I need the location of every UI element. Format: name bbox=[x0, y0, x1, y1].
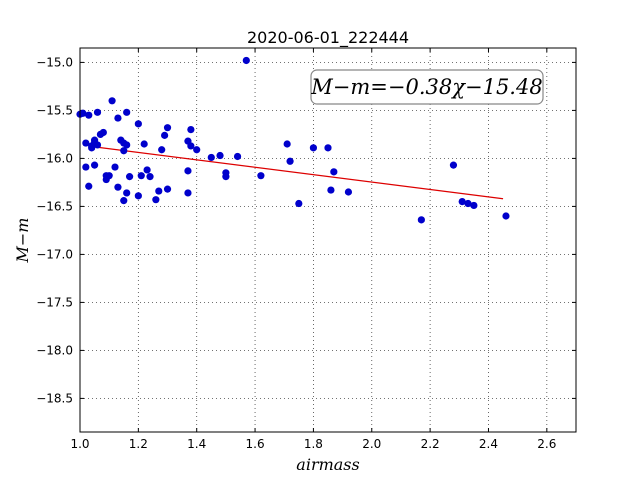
data-point bbox=[82, 163, 90, 171]
grid bbox=[80, 48, 576, 432]
y-tick-label: −15.5 bbox=[36, 103, 73, 117]
x-tick-label: 1.4 bbox=[187, 437, 206, 451]
data-point bbox=[187, 142, 195, 150]
plot-area bbox=[80, 48, 576, 432]
data-point bbox=[417, 216, 425, 224]
data-point bbox=[82, 139, 90, 147]
data-point bbox=[283, 140, 291, 148]
y-tick-label: −16.5 bbox=[36, 199, 73, 213]
x-tick-label: 1.2 bbox=[129, 437, 148, 451]
data-point bbox=[309, 144, 318, 152]
data-point bbox=[93, 141, 102, 149]
data-point bbox=[286, 157, 294, 165]
data-point bbox=[93, 108, 102, 116]
data-point bbox=[120, 147, 128, 155]
x-tick-label: 1.6 bbox=[246, 437, 265, 451]
data-point bbox=[158, 146, 166, 154]
data-point bbox=[134, 120, 142, 128]
tick-labels: 1.0 1.2 1.4 1.6 1.8 2.0 2.2 2.4 2.6 −15.0 −15.5 −16… bbox=[36, 55, 556, 451]
data-point bbox=[163, 185, 172, 193]
data-point bbox=[327, 186, 335, 194]
data-point bbox=[222, 173, 230, 181]
data-point bbox=[99, 128, 107, 137]
fit-line-layer bbox=[94, 146, 504, 200]
data-point bbox=[134, 192, 142, 200]
fit-line bbox=[94, 146, 504, 200]
data-point bbox=[79, 109, 87, 117]
data-point bbox=[502, 212, 510, 220]
x-tick-label: 2.6 bbox=[537, 437, 556, 451]
data-point bbox=[146, 173, 154, 181]
data-point bbox=[193, 146, 201, 154]
data-point bbox=[140, 140, 148, 148]
plot-frame bbox=[79, 47, 577, 433]
data-point bbox=[344, 188, 353, 196]
x-tick-label: 2.0 bbox=[362, 437, 381, 451]
y-tick-label: −18.0 bbox=[36, 343, 73, 357]
y-tick-label: −15.0 bbox=[36, 55, 73, 69]
data-point bbox=[233, 152, 242, 161]
data-point bbox=[137, 172, 145, 180]
data-point bbox=[330, 168, 338, 176]
data-point bbox=[123, 141, 131, 149]
data-point bbox=[111, 163, 119, 171]
data-point bbox=[458, 198, 466, 206]
data-point bbox=[163, 124, 172, 132]
data-point bbox=[123, 189, 131, 197]
data-point bbox=[90, 161, 99, 169]
data-point bbox=[257, 172, 265, 180]
data-point bbox=[88, 144, 96, 152]
data-point bbox=[152, 196, 160, 204]
data-point bbox=[114, 114, 122, 122]
x-tick-label: 1.8 bbox=[304, 437, 323, 451]
data-points bbox=[76, 56, 510, 224]
data-point bbox=[120, 197, 128, 205]
data-point bbox=[470, 201, 478, 210]
x-tick-label: 2.4 bbox=[479, 437, 498, 451]
data-point bbox=[324, 144, 332, 152]
data-point bbox=[216, 151, 224, 160]
data-point bbox=[464, 199, 472, 208]
data-point bbox=[184, 167, 192, 175]
y-tick-label: −17.5 bbox=[36, 295, 73, 309]
fit-equation: M−m=−0.38χ−15.48 bbox=[310, 75, 542, 99]
data-point bbox=[207, 153, 215, 162]
data-point bbox=[187, 126, 195, 134]
data-point bbox=[126, 173, 134, 181]
data-point bbox=[184, 189, 192, 197]
data-point bbox=[143, 166, 151, 174]
equation-annotation: M−m=−0.38χ−15.48 bbox=[310, 69, 544, 105]
data-point bbox=[449, 161, 458, 169]
data-point bbox=[114, 183, 122, 191]
data-point bbox=[108, 97, 116, 105]
data-point bbox=[85, 182, 93, 190]
data-point bbox=[242, 56, 250, 65]
y-tick-label: −16.0 bbox=[36, 151, 73, 165]
data-point bbox=[105, 172, 113, 180]
annotation-box bbox=[310, 69, 544, 105]
data-point bbox=[123, 108, 131, 116]
y-tick-label: −18.5 bbox=[36, 391, 73, 405]
x-tick-label: 2.2 bbox=[421, 437, 440, 451]
data-point bbox=[85, 111, 93, 119]
data-point bbox=[155, 187, 163, 195]
x-tick-label: 1.0 bbox=[70, 437, 89, 451]
data-point bbox=[161, 131, 169, 139]
y-tick-label: −17.0 bbox=[36, 247, 73, 261]
data-point bbox=[295, 199, 303, 208]
x-axis-label: airmass bbox=[296, 455, 359, 474]
chart-title: 2020-06-01_222444 bbox=[247, 28, 409, 48]
y-axis-label: M−m bbox=[13, 218, 32, 264]
